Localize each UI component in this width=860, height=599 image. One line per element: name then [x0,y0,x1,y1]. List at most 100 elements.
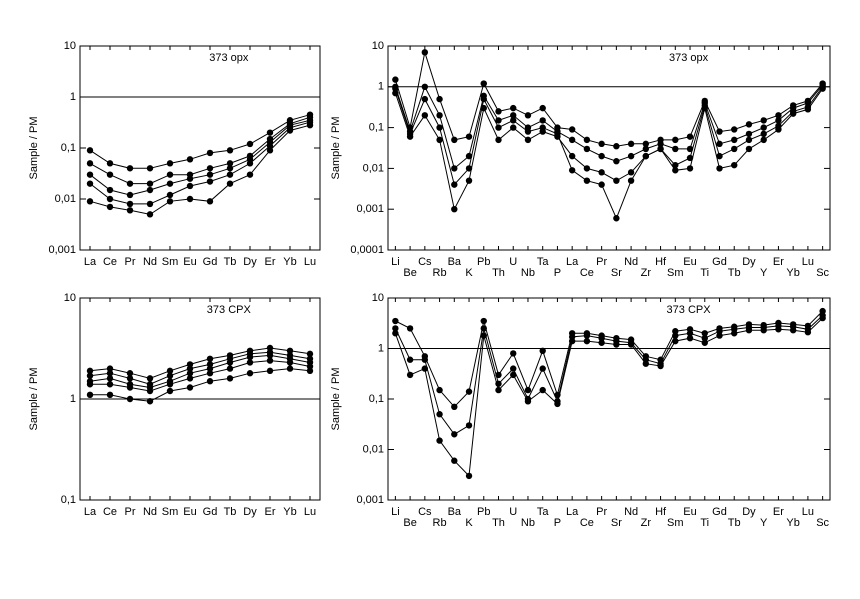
data-point [451,136,458,144]
data-point [775,326,782,333]
x-tick-label: Sc [816,517,829,529]
x-tick-label: Lu [802,506,814,518]
data-point [775,126,782,133]
x-tick-label: P [554,267,561,279]
data-point [701,330,708,337]
x-tick-label: Be [403,267,416,279]
data-point [716,328,723,335]
x-tick-label: Dy [742,256,756,268]
data-point [495,117,502,124]
x-tick-label: Dy [243,256,257,268]
data-point [819,314,826,322]
x-tick-label: Gd [203,506,218,518]
data-point [266,129,274,136]
data-point [421,112,429,119]
data-point [126,395,134,403]
data-point [421,365,429,372]
x-tick-label: Y [760,517,768,529]
data-point [672,136,679,144]
x-tick-label: Eu [683,256,696,268]
data-point [392,85,399,92]
data-point [760,130,767,138]
data-point [524,386,532,394]
x-tick-label: Gd [203,256,218,268]
plot-frame [79,45,321,251]
series-line [89,124,311,215]
data-point [804,329,812,336]
annotation: 373 opx [669,52,709,64]
y-tick-label: 0,1 [61,142,76,154]
data-point [495,136,502,144]
x-tick-label: Rb [433,267,447,279]
data-point [206,355,214,363]
data-point [465,422,473,429]
series-line [89,351,311,385]
data-point [583,332,591,339]
data-point [226,375,234,382]
data-point [436,386,443,394]
y-tick-label: 1 [378,342,384,354]
data-point [306,367,314,375]
data-point [642,360,650,367]
x-tick-label: Sm [162,506,179,518]
data-point [186,370,194,377]
x-tick-label: Er [265,506,276,518]
data-point [510,104,517,112]
x-tick-label: Ce [580,517,594,529]
y-tick-label: 0,01 [363,443,384,455]
x-tick-label: Dy [742,506,756,518]
series-line [90,368,311,402]
data-point [819,307,826,315]
x-tick-label: Sc [816,267,829,279]
x-tick-label: Lu [802,256,814,268]
x-tick-label: Er [773,506,784,518]
x-tick-label: Be [403,517,416,529]
x-tick-label: Zr [641,267,652,279]
data-point [775,117,782,124]
y-tick-label: 1 [70,91,76,103]
data-point [613,158,620,165]
data-point [583,136,591,144]
data-point [286,359,294,366]
x-tick-label: Dy [243,506,257,518]
x-tick-label: Eu [183,506,196,518]
series-line [89,116,311,185]
data-point [583,337,591,345]
data-point [716,152,723,160]
data-point [495,108,502,115]
x-tick-label: Ba [448,256,462,268]
data-point [451,165,458,172]
x-tick-label: Tb [224,506,237,518]
y-axis-label: Sample / PM [28,117,40,180]
data-point [166,171,174,178]
data-point [716,128,723,135]
data-point [392,330,399,337]
data-point [306,350,314,358]
x-tick-label: Sr [611,267,622,279]
data-point [186,365,194,372]
x-tick-label: U [509,506,517,518]
y-tick-label: 0,001 [356,494,384,506]
data-point [598,339,605,346]
data-point [436,411,443,418]
data-point [598,169,605,176]
x-tick-label: Tb [728,517,741,529]
data-point [206,149,214,157]
data-point [510,371,517,379]
x-tick-label: Pb [477,506,490,518]
data-point [226,180,234,187]
panel: 0,00010,0010,010,1110LiBeCsRbBaKPbThUNbT… [330,40,831,279]
data-point [246,370,254,377]
data-point [166,198,174,205]
data-point [126,370,134,377]
data-point [465,388,473,395]
plot-frame [387,45,831,251]
x-tick-label: K [465,267,473,279]
data-point [266,142,274,150]
x-tick-label: Lu [304,506,316,518]
x-tick-label: Ce [103,506,117,518]
data-point [465,133,473,140]
data-point [166,367,174,375]
data-point [598,334,605,342]
